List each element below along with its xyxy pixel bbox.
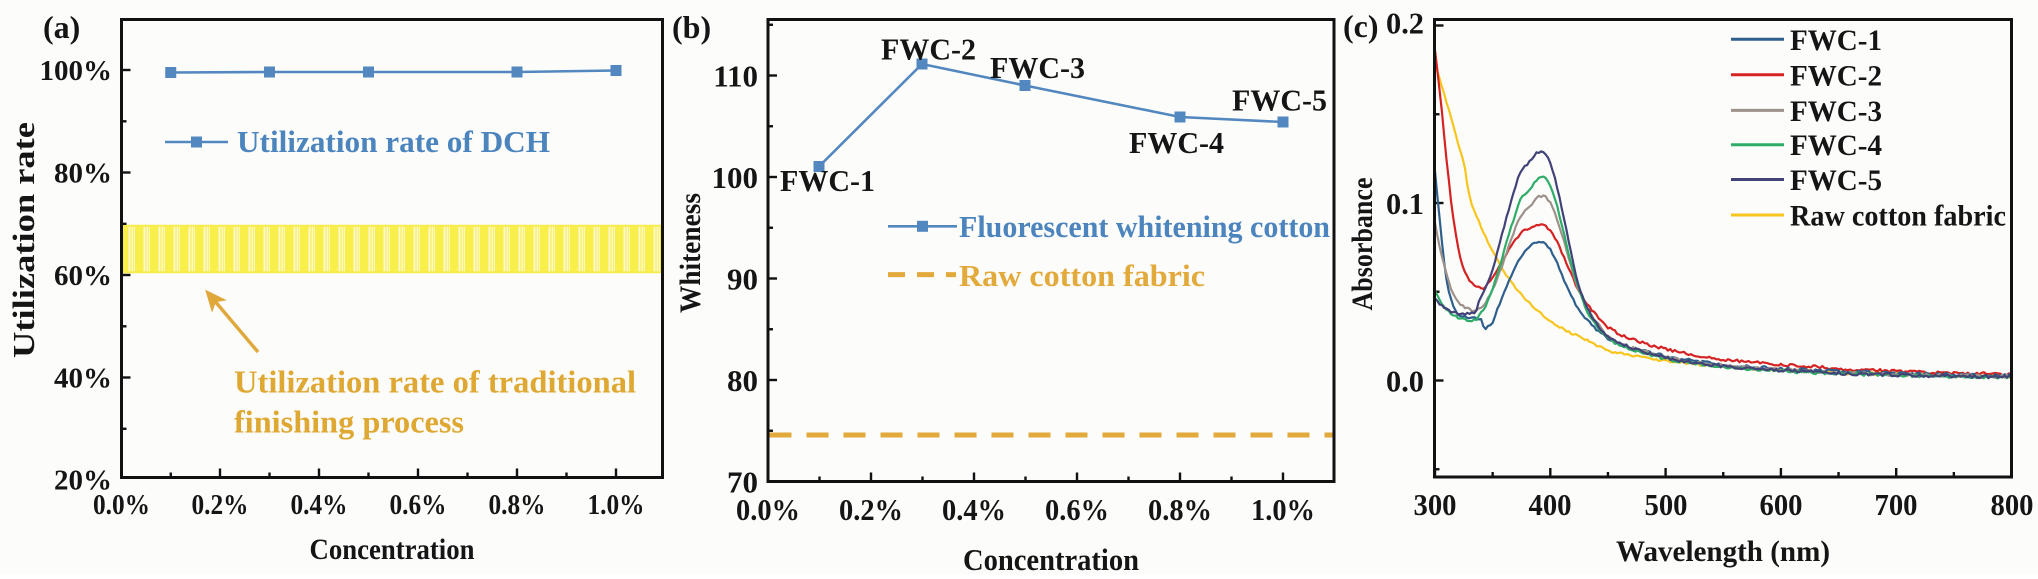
svg-text:Utilization rate: Utilization rate xyxy=(6,122,41,358)
svg-text:0.2%: 0.2% xyxy=(839,492,903,527)
svg-text:Raw cotton fabric: Raw cotton fabric xyxy=(959,258,1205,293)
svg-text:40%: 40% xyxy=(54,363,112,395)
svg-text:FWC-2: FWC-2 xyxy=(881,32,976,67)
svg-text:Absorbance: Absorbance xyxy=(1346,178,1379,311)
svg-text:0.6%: 0.6% xyxy=(1045,492,1109,527)
svg-text:700: 700 xyxy=(1875,487,1918,522)
svg-text:600: 600 xyxy=(1760,487,1803,522)
svg-text:0.8%: 0.8% xyxy=(489,489,546,521)
svg-text:500: 500 xyxy=(1645,487,1688,522)
svg-text:finishing process: finishing process xyxy=(234,404,464,440)
svg-text:0.4%: 0.4% xyxy=(942,492,1006,527)
svg-text:0.0%: 0.0% xyxy=(736,492,800,527)
svg-text:Whiteness: Whiteness xyxy=(674,193,707,313)
svg-text:FWC-4: FWC-4 xyxy=(1129,125,1224,160)
svg-text:(c): (c) xyxy=(1343,8,1379,44)
svg-text:Wavelength (nm): Wavelength (nm) xyxy=(1616,535,1830,568)
svg-text:300: 300 xyxy=(1414,487,1457,522)
svg-text:Utilization rate of DCH: Utilization rate of DCH xyxy=(237,124,550,159)
svg-text:80%: 80% xyxy=(54,158,112,190)
svg-text:20%: 20% xyxy=(54,465,112,497)
svg-text:0.2: 0.2 xyxy=(1386,6,1424,41)
svg-text:Utilization rate of traditiona: Utilization rate of traditional xyxy=(234,364,636,400)
svg-text:Raw cotton fabric: Raw cotton fabric xyxy=(1790,200,2006,233)
svg-text:90: 90 xyxy=(727,262,758,297)
svg-text:1.0%: 1.0% xyxy=(588,489,645,521)
svg-text:(a): (a) xyxy=(43,9,80,45)
svg-text:FWC-3: FWC-3 xyxy=(990,50,1085,85)
svg-text:0.0: 0.0 xyxy=(1386,364,1424,399)
svg-text:0.4%: 0.4% xyxy=(291,489,348,521)
svg-text:FWC-1: FWC-1 xyxy=(780,163,875,198)
svg-text:Concentration: Concentration xyxy=(963,542,1139,574)
svg-text:0.6%: 0.6% xyxy=(390,489,447,521)
svg-text:0.2%: 0.2% xyxy=(192,489,249,521)
svg-text:Concentration: Concentration xyxy=(310,533,475,566)
svg-text:(b): (b) xyxy=(672,9,711,45)
svg-text:110: 110 xyxy=(713,59,758,94)
svg-text:80: 80 xyxy=(727,363,758,398)
svg-text:FWC-1: FWC-1 xyxy=(1790,24,1882,57)
svg-text:400: 400 xyxy=(1529,487,1572,522)
svg-text:1.0%: 1.0% xyxy=(1251,492,1315,527)
svg-text:FWC-3: FWC-3 xyxy=(1790,95,1882,128)
svg-text:FWC-4: FWC-4 xyxy=(1790,129,1882,162)
svg-text:70: 70 xyxy=(727,465,758,500)
svg-text:Fluorescent whitening cotton: Fluorescent whitening cotton xyxy=(959,209,1330,244)
svg-text:0.8%: 0.8% xyxy=(1148,492,1212,527)
svg-text:100%: 100% xyxy=(40,55,113,87)
svg-text:FWC-2: FWC-2 xyxy=(1790,59,1882,92)
svg-text:60%: 60% xyxy=(54,260,112,292)
svg-text:100: 100 xyxy=(712,160,759,195)
svg-text:FWC-5: FWC-5 xyxy=(1232,83,1327,118)
svg-text:800: 800 xyxy=(1991,487,2034,522)
svg-text:FWC-5: FWC-5 xyxy=(1790,164,1882,197)
svg-text:0.0%: 0.0% xyxy=(93,489,150,521)
svg-text:0.1: 0.1 xyxy=(1386,186,1424,221)
